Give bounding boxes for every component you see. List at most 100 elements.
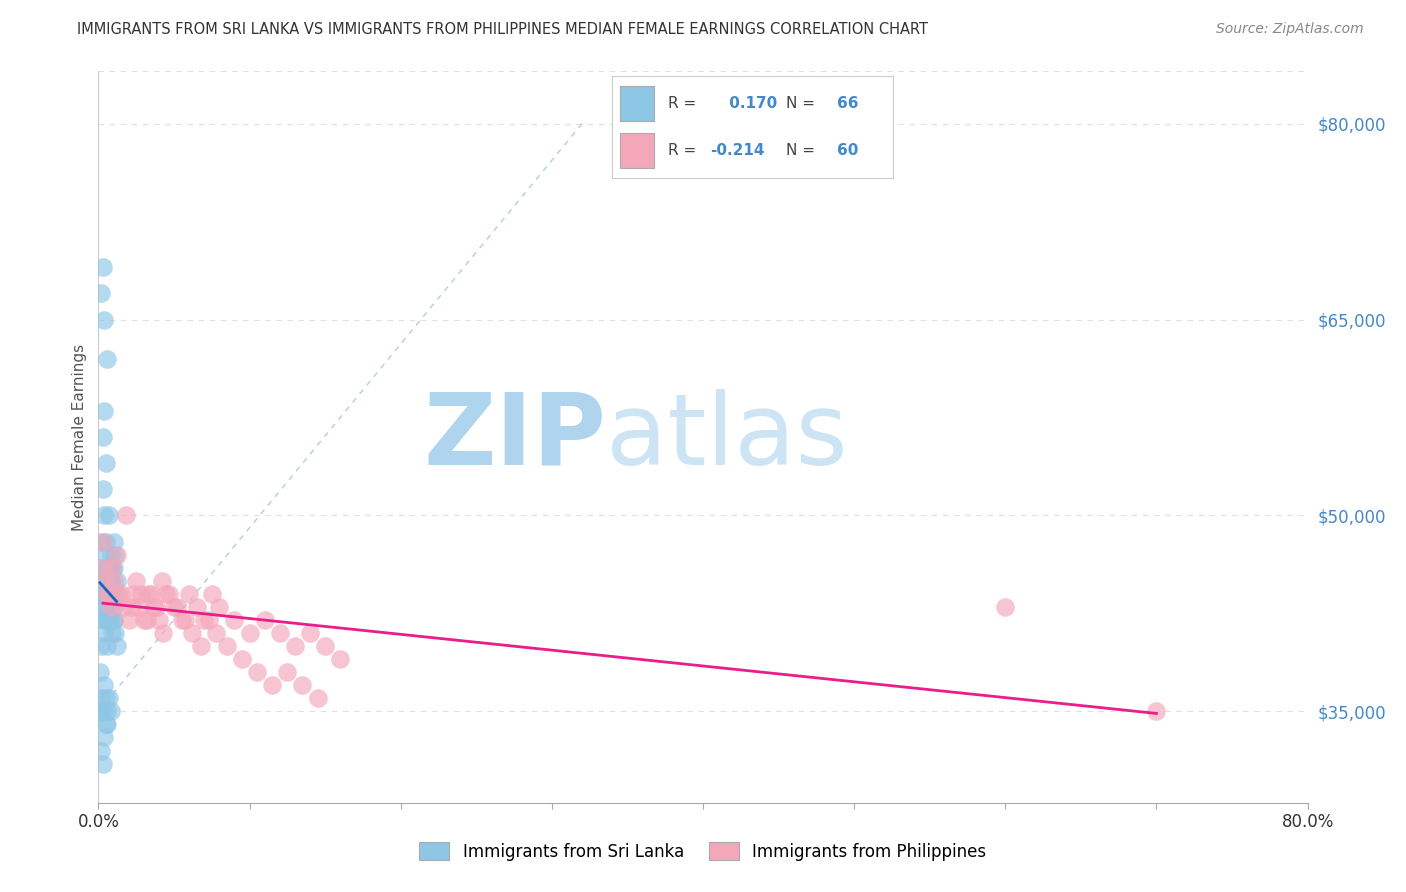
Point [90,286,112,301]
Point [239,626,262,640]
Point [103,560,125,574]
Point [104,587,127,601]
Point [125,574,148,588]
Point [98,508,121,523]
Bar [620,133,654,168]
Point [93,560,115,574]
Text: Source: ZipAtlas.com: Source: ZipAtlas.com [1216,22,1364,37]
Point [129,587,152,601]
Point [208,599,231,614]
Point [89,587,111,601]
Point [91,430,114,444]
Point [105,639,128,653]
Text: 66: 66 [837,96,858,111]
Point [94,613,117,627]
Point [121,599,143,614]
Point [103,599,125,614]
Point [104,548,127,562]
Point [262,678,284,692]
Point [103,613,125,627]
Point [253,613,276,627]
Point [94,548,117,562]
Point [101,626,124,640]
Point [197,613,219,627]
Point [96,574,118,588]
Point [299,626,322,640]
Point [150,574,173,588]
Point [101,587,124,601]
Point [181,626,204,640]
Point [170,613,193,627]
Point [94,456,117,470]
Point [96,639,118,653]
Point [94,560,117,574]
Point [201,587,224,601]
Point [100,613,122,627]
Point [91,756,114,771]
Point [246,665,269,680]
Point [205,626,228,640]
Point [193,613,215,627]
Point [90,534,112,549]
Point [107,587,129,601]
Point [105,548,128,562]
Point [103,613,125,627]
Point [166,599,188,614]
Point [93,508,115,523]
Point [159,587,181,601]
Text: N =: N = [786,144,820,158]
Legend: Immigrants from Sri Lanka, Immigrants from Philippines: Immigrants from Sri Lanka, Immigrants fr… [413,836,993,868]
Point [93,731,115,745]
Text: 60: 60 [837,144,858,158]
Text: N =: N = [786,96,820,111]
Point [291,678,314,692]
Point [128,599,150,614]
Point [98,587,121,601]
Point [90,743,112,757]
Point [155,587,177,601]
Text: R =: R = [668,96,702,111]
Text: ZIP: ZIP [423,389,606,485]
Point [90,639,112,653]
Point [96,613,118,627]
Point [93,404,115,418]
Point [98,560,121,574]
Text: IMMIGRANTS FROM SRI LANKA VS IMMIGRANTS FROM PHILIPPINES MEDIAN FEMALE EARNINGS : IMMIGRANTS FROM SRI LANKA VS IMMIGRANTS … [77,22,928,37]
Point [136,587,159,601]
Point [269,626,291,640]
Point [163,599,186,614]
Point [91,613,114,627]
Point [98,599,121,614]
Point [152,626,174,640]
Point [91,705,114,719]
Point [90,691,112,706]
Point [91,587,114,601]
Point [96,560,118,574]
Point [94,599,117,614]
Point [100,574,122,588]
Point [89,705,111,719]
Point [93,626,115,640]
Point [100,548,122,562]
Point [91,483,114,497]
Point [105,574,128,588]
Point [215,639,238,653]
Point [98,587,121,601]
Point [231,652,253,666]
Point [135,613,157,627]
Point [114,508,136,523]
Point [98,587,121,601]
Point [103,574,125,588]
Point [101,587,124,601]
Point [284,639,307,653]
Point [186,599,208,614]
Point [110,587,132,601]
Point [329,652,352,666]
Y-axis label: Median Female Earnings: Median Female Earnings [72,343,87,531]
Point [148,613,170,627]
Text: 0.170: 0.170 [724,96,778,111]
Point [100,599,122,614]
Point [111,599,134,614]
Point [93,312,115,326]
Point [94,534,117,549]
